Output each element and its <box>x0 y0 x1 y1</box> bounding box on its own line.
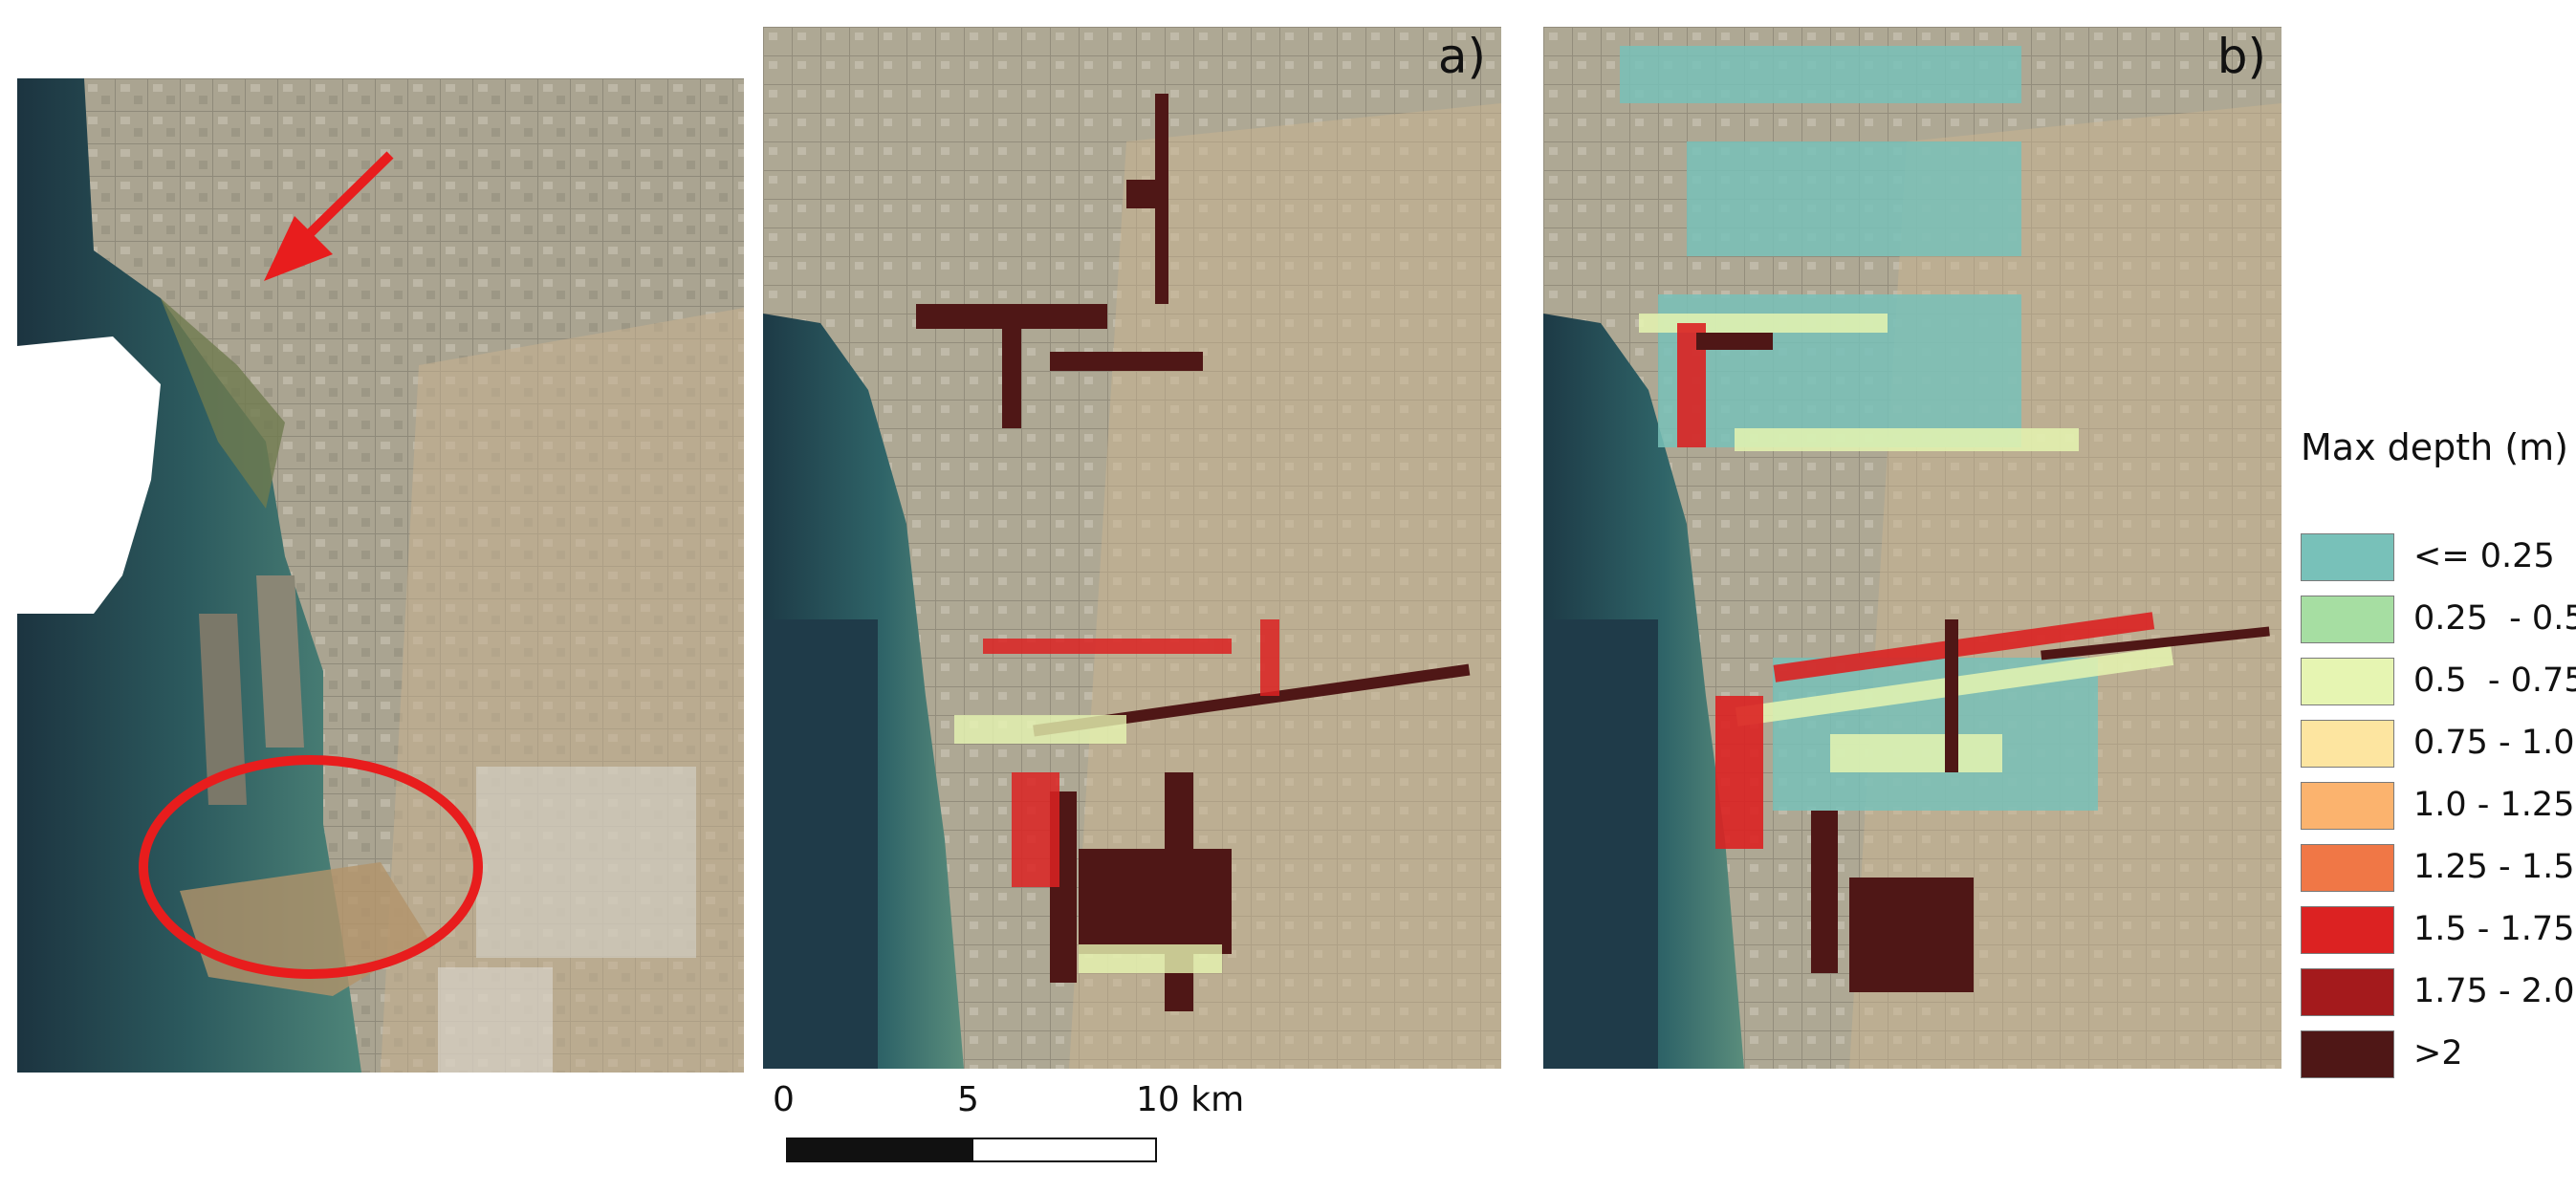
panel-label-a: a) <box>1437 29 1486 84</box>
legend-item: <= 0.25 <box>2301 533 2568 581</box>
scale-tick-0: 0 <box>773 1080 795 1119</box>
scale-bar-white-segment <box>971 1138 1157 1162</box>
legend-label: 1.75 - 2.0 <box>2413 972 2575 1010</box>
scale-tick-10: 10 km <box>1136 1080 1245 1119</box>
legend-swatch <box>2301 968 2394 1016</box>
legend-label: 0.75 - 1.0 <box>2413 724 2575 762</box>
red-arrow <box>264 151 394 281</box>
legend-label: 0.5 - 0.75 <box>2413 661 2576 700</box>
legend-swatch <box>2301 906 2394 954</box>
legend-label: 0.25 - 0.5 <box>2413 599 2576 638</box>
legend-item: 1.0 - 1.25 <box>2301 782 2574 830</box>
satellite-panel <box>17 78 744 1073</box>
red-ellipse <box>139 755 483 979</box>
panel-label-b: b) <box>2216 29 2266 84</box>
satellite-image <box>17 78 744 1073</box>
legend-title: Max depth (m) <box>2301 426 2568 468</box>
legend-item: 1.25 - 1.5 <box>2301 844 2574 892</box>
flood-map-a: a) <box>763 27 1501 1069</box>
legend-swatch <box>2301 596 2394 643</box>
legend-label: 1.25 - 1.5 <box>2413 848 2575 886</box>
flood-map-b: b) <box>1543 27 2281 1069</box>
legend-item: 0.5 - 0.75 <box>2301 658 2576 705</box>
legend-item: 0.75 - 1.0 <box>2301 720 2574 768</box>
scale-bar-black-segment <box>786 1138 973 1162</box>
legend-swatch <box>2301 782 2394 830</box>
legend-label: 1.0 - 1.25 <box>2413 786 2575 824</box>
legend-swatch <box>2301 720 2394 768</box>
flood-map-b-image <box>1543 27 2281 1069</box>
legend-item: 0.25 - 0.5 <box>2301 596 2576 643</box>
legend-swatch <box>2301 1030 2394 1078</box>
legend-label: 1.5 - 1.75 <box>2413 910 2575 948</box>
flood-map-a-image <box>763 27 1501 1069</box>
legend-label: >2 <box>2413 1034 2463 1073</box>
legend-swatch <box>2301 658 2394 705</box>
legend-item: 1.5 - 1.75 <box>2301 906 2574 954</box>
legend-item: 1.75 - 2.0 <box>2301 968 2574 1016</box>
legend-label: <= 0.25 <box>2413 537 2555 575</box>
legend-swatch <box>2301 844 2394 892</box>
scale-tick-5: 5 <box>957 1080 979 1119</box>
legend-swatch <box>2301 533 2394 581</box>
legend-item: >2 <box>2301 1030 2568 1078</box>
